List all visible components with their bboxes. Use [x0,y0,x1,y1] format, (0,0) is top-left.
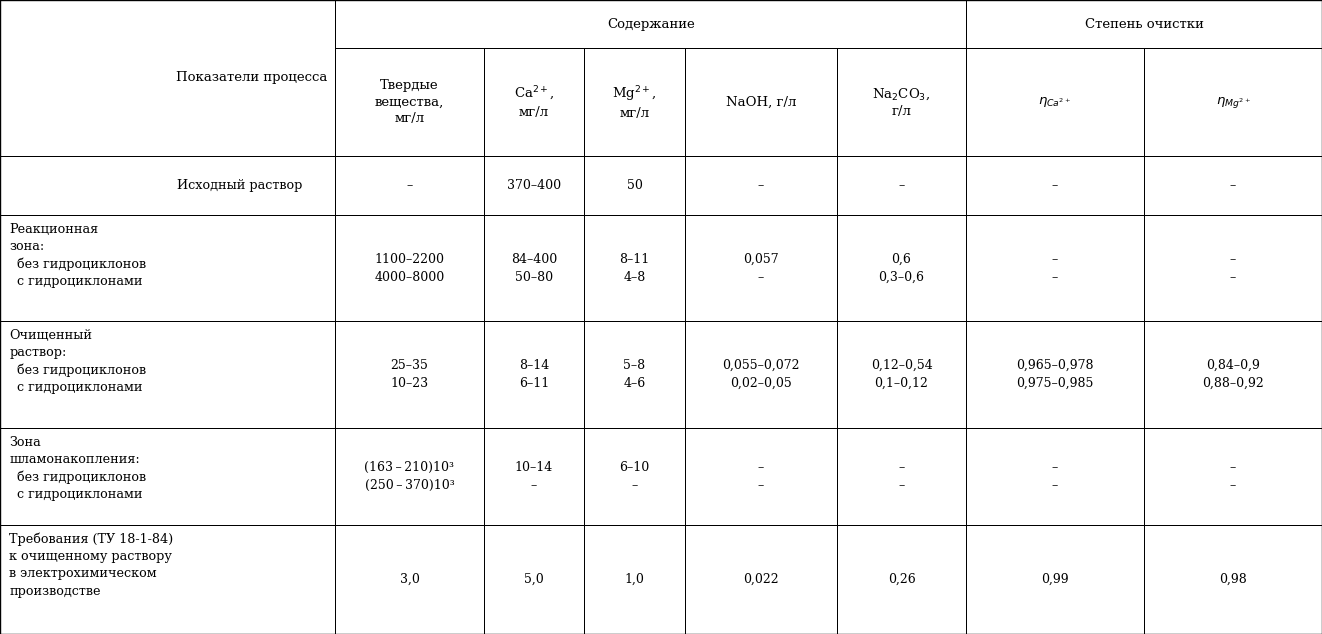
Bar [1144,428,1322,525]
Bar [336,321,484,428]
Bar [837,156,966,215]
Text: Степень очистки: Степень очистки [1084,18,1203,30]
Bar [0,321,336,428]
Bar [966,428,1144,525]
Bar [685,428,837,525]
Bar [1144,215,1322,321]
Text: Na$_2$CO$_3$,
г/л: Na$_2$CO$_3$, г/л [873,86,931,118]
Bar [484,48,584,156]
Bar [484,156,584,215]
Bar [0,0,336,156]
Bar [0,156,336,215]
Text: 1100–2200
4000–8000: 1100–2200 4000–8000 [374,253,444,283]
Bar [0,428,336,525]
Bar [837,428,966,525]
Text: –
–: – – [758,461,764,492]
Bar [336,215,484,321]
Text: 0,99: 0,99 [1042,573,1068,586]
Bar [837,321,966,428]
Bar [685,215,837,321]
Bar [966,525,1144,634]
Text: 5,0: 5,0 [524,573,543,586]
Text: Показатели процесса: Показатели процесса [176,72,327,84]
Text: NaOH, г/л: NaOH, г/л [726,96,796,108]
Bar [584,215,685,321]
Text: 0,6
0,3–0,6: 0,6 0,3–0,6 [879,253,924,283]
Text: 0,022: 0,022 [743,573,779,586]
Text: Очищенный
раствор:
  без гидроциклонов
  с гидроциклонами: Очищенный раствор: без гидроциклонов с г… [9,329,147,394]
Text: 0,26: 0,26 [887,573,915,586]
Text: Твердые
вещества,
мг/л: Твердые вещества, мг/л [375,79,444,125]
Bar [837,48,966,156]
Text: –
–: – – [899,461,904,492]
Text: –: – [406,179,412,192]
Text: –
–: – – [1229,461,1236,492]
Bar [1144,525,1322,634]
Bar [1144,48,1322,156]
Text: 370–400: 370–400 [506,179,561,192]
Text: 0,12–0,54
0,1–0,12: 0,12–0,54 0,1–0,12 [871,359,932,390]
Text: 0,057
–: 0,057 – [743,253,779,283]
Bar [484,525,584,634]
Bar [966,321,1144,428]
Bar [966,156,1144,215]
Text: 25–35
10–23: 25–35 10–23 [390,359,428,390]
Bar [484,321,584,428]
Text: 3,0: 3,0 [399,573,419,586]
Text: 50: 50 [627,179,642,192]
Bar [584,525,685,634]
Text: 84–400
50–80: 84–400 50–80 [510,253,557,283]
Text: –: – [758,179,764,192]
Text: Реакционная
зона:
  без гидроциклонов
  с гидроциклонами: Реакционная зона: без гидроциклонов с ги… [9,223,147,288]
Text: –: – [1229,179,1236,192]
Text: 5–8
4–6: 5–8 4–6 [624,359,645,390]
Bar [484,428,584,525]
Bar [685,48,837,156]
Bar [0,215,336,321]
Bar [584,48,685,156]
Text: –: – [899,179,904,192]
Bar [685,321,837,428]
Bar [336,48,484,156]
Text: 0,965–0,978
0,975–0,985: 0,965–0,978 0,975–0,985 [1017,359,1093,390]
Text: 0,84–0,9
0,88–0,92: 0,84–0,9 0,88–0,92 [1202,359,1264,390]
Text: Исходный раствор: Исходный раствор [177,179,303,192]
Text: Mg$^{2+}$,
мг/л: Mg$^{2+}$, мг/л [612,84,657,120]
Bar [685,156,837,215]
Text: 1,0: 1,0 [624,573,645,586]
Text: $\eta_{Ca^{2+}}$: $\eta_{Ca^{2+}}$ [1039,95,1072,109]
Text: (163 – 210)10³
(250 – 370)10³: (163 – 210)10³ (250 – 370)10³ [365,461,455,492]
Bar [584,428,685,525]
Text: –
–: – – [1052,461,1058,492]
Text: $\eta_{Mg^{2+}}$: $\eta_{Mg^{2+}}$ [1216,94,1251,110]
Bar [336,525,484,634]
Text: 6–10
–: 6–10 – [620,461,649,492]
Bar [837,215,966,321]
Text: 8–14
6–11: 8–14 6–11 [518,359,549,390]
Text: Содержание: Содержание [607,18,694,30]
Text: –: – [1052,179,1058,192]
Text: –
–: – – [1052,253,1058,283]
Bar [336,0,966,48]
Bar [484,215,584,321]
Bar [966,0,1322,48]
Text: –
–: – – [1229,253,1236,283]
Bar [336,428,484,525]
Bar [584,156,685,215]
Bar [1144,156,1322,215]
Text: 8–11
4–8: 8–11 4–8 [620,253,649,283]
Text: 0,98: 0,98 [1219,573,1247,586]
Bar [1144,321,1322,428]
Bar [837,525,966,634]
Text: Ca$^{2+}$,
мг/л: Ca$^{2+}$, мг/л [514,85,554,119]
Text: 0,055–0,072
0,02–0,05: 0,055–0,072 0,02–0,05 [722,359,800,390]
Bar [336,156,484,215]
Bar [584,321,685,428]
Bar [966,215,1144,321]
Text: Требования (ТУ 18-1-84)
к очищенному раствору
в электрохимическом
производстве: Требования (ТУ 18-1-84) к очищенному рас… [9,533,173,598]
Text: Зона
шламонакопления:
  без гидроциклонов
  с гидроциклонами: Зона шламонакопления: без гидроциклонов … [9,436,147,501]
Bar [685,525,837,634]
Bar [0,525,336,634]
Text: 10–14
–: 10–14 – [514,461,553,492]
Bar [966,48,1144,156]
